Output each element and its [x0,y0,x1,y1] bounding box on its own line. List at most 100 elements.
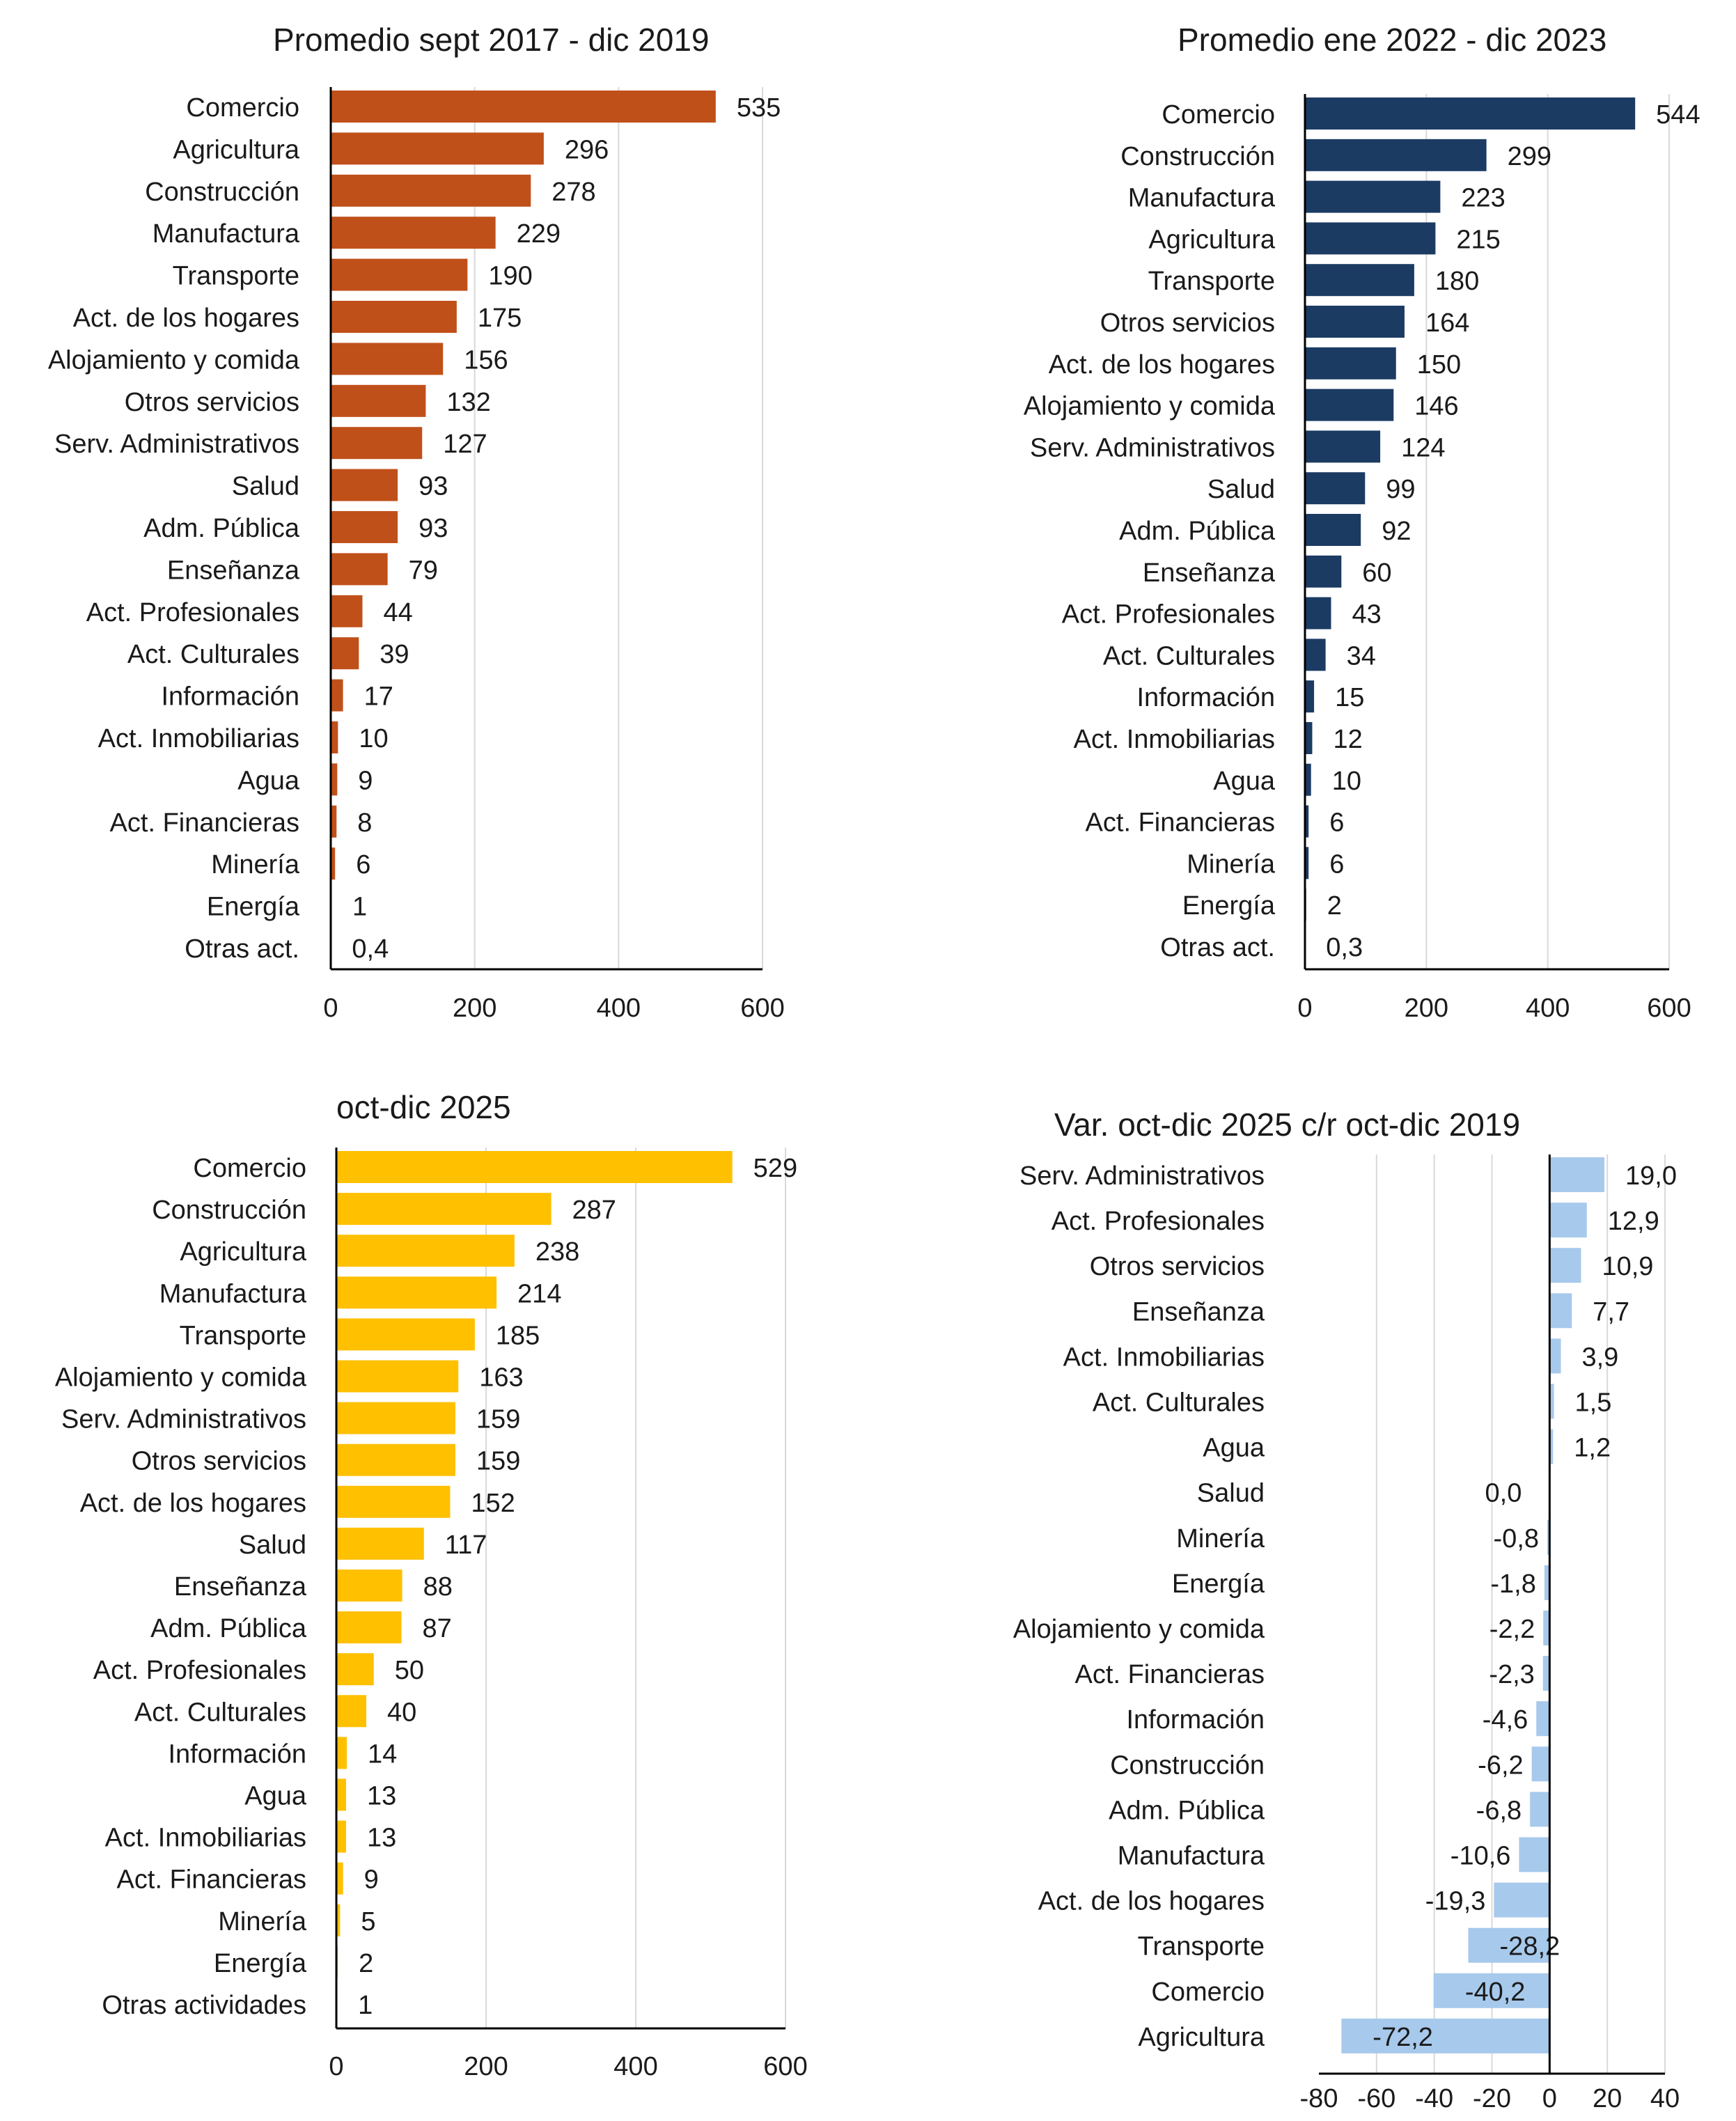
bar [1305,514,1361,546]
value-label: 43 [1352,600,1381,629]
bar [1494,1882,1550,1918]
category-label: Minería [218,1907,307,1936]
value-label: -2,3 [1489,1660,1534,1689]
category-label: Act. de los hogares [80,1489,306,1518]
bar [336,1235,515,1267]
category-label: Act. Financieras [110,808,299,838]
bar [1305,347,1396,379]
category-label: Manufactura [1118,1842,1265,1871]
bar [1305,722,1313,754]
category-label: Comercio [1151,1978,1265,2007]
category-label: Alojamiento y comida [1013,1615,1265,1644]
value-label: 163 [479,1363,523,1393]
category-label: Manufactura [159,1279,307,1308]
bar [1549,1157,1605,1192]
category-label: Otras act. [1160,933,1275,962]
bar [1531,1746,1550,1782]
category-label: Act. Inmobiliarias [98,724,299,753]
category-label: Minería [1176,1524,1265,1553]
category-label: Otras actividades [102,1991,306,2020]
category-label: Act. Culturales [1103,641,1275,671]
category-label: Act. de los hogares [1038,1887,1265,1916]
value-label: 8 [357,808,372,838]
value-label: 99 [1386,475,1415,504]
value-label: 6 [1329,808,1344,838]
category-label: Manufactura [153,219,300,249]
value-label: 88 [423,1572,453,1602]
value-label: 5 [361,1907,375,1936]
value-label: 215 [1456,225,1500,254]
value-label: 44 [383,598,412,627]
value-label: 1,2 [1574,1434,1611,1463]
bar [1305,389,1394,421]
bar [331,595,363,627]
bar [1305,763,1311,796]
bar-chart: Comercio 535 Agricultura 296 Construcción 278… [48,87,785,1023]
value-label: 9 [358,766,373,795]
bar [1468,1927,1550,1963]
category-label: Otros servicios [1100,308,1275,338]
category-label: Otras act. [185,934,299,964]
value-label: 159 [476,1405,520,1434]
bar [331,469,398,501]
value-label: 34 [1347,641,1376,671]
bar [1547,1519,1550,1555]
category-label: Act. de los hogares [73,304,299,333]
value-label: 60 [1362,558,1391,588]
value-label: 2 [359,1949,373,1978]
chart-panel-4: Var. oct-dic 2025 c/r oct-dic 2019 Serv.… [868,1060,1736,2121]
category-label: Act. Financieras [1075,1660,1265,1689]
bar [331,258,468,291]
bar [331,132,544,165]
value-label: 296 [565,135,609,164]
bar [1549,1248,1581,1283]
value-label: -1,8 [1490,1570,1535,1599]
value-label: 146 [1414,392,1458,421]
bar [336,1318,475,1351]
bar [1543,1611,1550,1645]
tick-label: 200 [453,994,496,1023]
value-label: 7,7 [1593,1297,1629,1326]
value-label: -2,2 [1489,1615,1535,1644]
bar [336,1360,459,1393]
bar [1305,139,1487,171]
value-label: 92 [1382,517,1411,546]
value-label: 10 [1332,767,1361,796]
tick-label: 400 [1526,994,1570,1023]
value-label: 1 [352,893,367,922]
value-label: 124 [1401,433,1445,462]
category-label: Agricultura [180,1237,306,1267]
value-label: 529 [753,1154,797,1183]
category-label: Act. Inmobiliarias [1074,725,1275,754]
bar [1305,472,1366,505]
bar [1549,1429,1554,1464]
category-label: Energía [214,1949,307,1978]
bar [336,1485,451,1518]
category-label: Construcción [1120,142,1275,171]
category-label: Agua [1213,767,1276,796]
bar [331,384,426,417]
value-label: 223 [1461,184,1505,213]
category-label: Información [1136,683,1275,712]
category-label: Transporte [1148,267,1275,296]
bar [1433,1973,1550,2008]
value-label: 14 [368,1739,397,1769]
value-label: 0,4 [352,934,389,964]
tick-label: -20 [1473,2084,1511,2113]
category-label: Salud [1207,475,1275,504]
value-label: 3,9 [1581,1343,1618,1372]
chart-panel-3: oct-dic 2025 Comercio 529 Construcción 287 A… [0,1060,868,2121]
category-label: Agua [244,1782,307,1811]
bar [336,1570,402,1602]
value-label: 535 [737,93,781,123]
bar [331,217,496,249]
value-label: 12,9 [1608,1207,1659,1236]
category-label: Adm. Pública [143,514,300,543]
category-label: Construcción [1110,1751,1265,1780]
value-label: 87 [423,1614,452,1643]
category-label: Salud [232,472,299,501]
category-label: Act. Inmobiliarias [1063,1343,1265,1372]
tick-label: -60 [1357,2084,1395,2113]
bar [1305,222,1436,255]
